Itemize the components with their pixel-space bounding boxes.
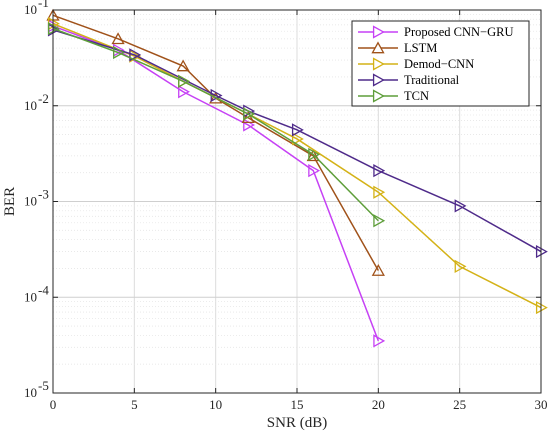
legend-swatch-marker — [372, 89, 385, 103]
data-point — [209, 91, 223, 104]
data-point — [241, 111, 255, 124]
legend-swatch-marker — [371, 41, 385, 54]
data-point — [371, 263, 385, 276]
y-tick-exponent: -3 — [38, 187, 49, 202]
y-tick-label: 10 — [24, 98, 37, 113]
legend-swatch-marker — [372, 73, 385, 87]
series-layer — [46, 8, 548, 348]
data-point — [373, 185, 386, 199]
legend-entry: Proposed CNN−GRU — [404, 25, 514, 39]
x-tick-label: 25 — [453, 397, 466, 412]
x-tick-label: 30 — [535, 397, 548, 412]
legend: Proposed CNN−GRU LSTM Demod−CNN Traditional… — [351, 20, 530, 107]
series-line — [52, 29, 542, 253]
x-tick-label: 0 — [50, 397, 57, 412]
y-tick-label: 10 — [24, 289, 37, 304]
y-tick-exponent: -4 — [38, 282, 49, 297]
legend-swatch-marker — [372, 25, 385, 39]
data-point — [373, 214, 386, 228]
legend-entry: TCN — [404, 89, 429, 103]
y-axis-label: BER — [2, 187, 18, 216]
data-point — [454, 199, 467, 213]
series-line — [52, 22, 542, 309]
series-4 — [47, 21, 386, 228]
x-tick-label: 5 — [131, 397, 138, 412]
data-point — [535, 244, 548, 259]
legend-entry: Demod−CNN — [404, 57, 474, 71]
legend-entry: Traditional — [404, 73, 460, 87]
data-point — [176, 59, 190, 72]
series-line — [52, 27, 379, 222]
data-point — [373, 164, 386, 178]
y-tick-exponent: -5 — [38, 378, 49, 393]
legend-entry: LSTM — [404, 41, 437, 55]
data-point — [291, 132, 304, 146]
data-point — [373, 334, 386, 348]
data-point — [178, 85, 190, 99]
x-axis-label: SNR (dB) — [267, 415, 327, 431]
data-point — [308, 164, 321, 178]
legend-swatch-marker — [372, 57, 385, 71]
y-tick-label: 10 — [24, 385, 37, 400]
x-tick-label: 20 — [372, 397, 385, 412]
y-tick-label: 10 — [24, 194, 37, 209]
data-point — [308, 147, 321, 162]
data-point — [47, 21, 60, 36]
data-point — [535, 300, 548, 315]
data-point — [113, 45, 125, 60]
y-tick-exponent: -1 — [38, 0, 49, 10]
data-point — [243, 107, 256, 121]
data-point — [291, 123, 304, 137]
y-tick-label: 10 — [24, 2, 37, 17]
y-tick-exponent: -2 — [38, 91, 49, 106]
data-point — [111, 32, 125, 45]
x-tick-label: 15 — [291, 397, 304, 412]
data-point — [129, 48, 142, 62]
data-point — [454, 259, 467, 274]
data-point — [178, 74, 190, 88]
x-tick-label: 10 — [209, 397, 222, 412]
